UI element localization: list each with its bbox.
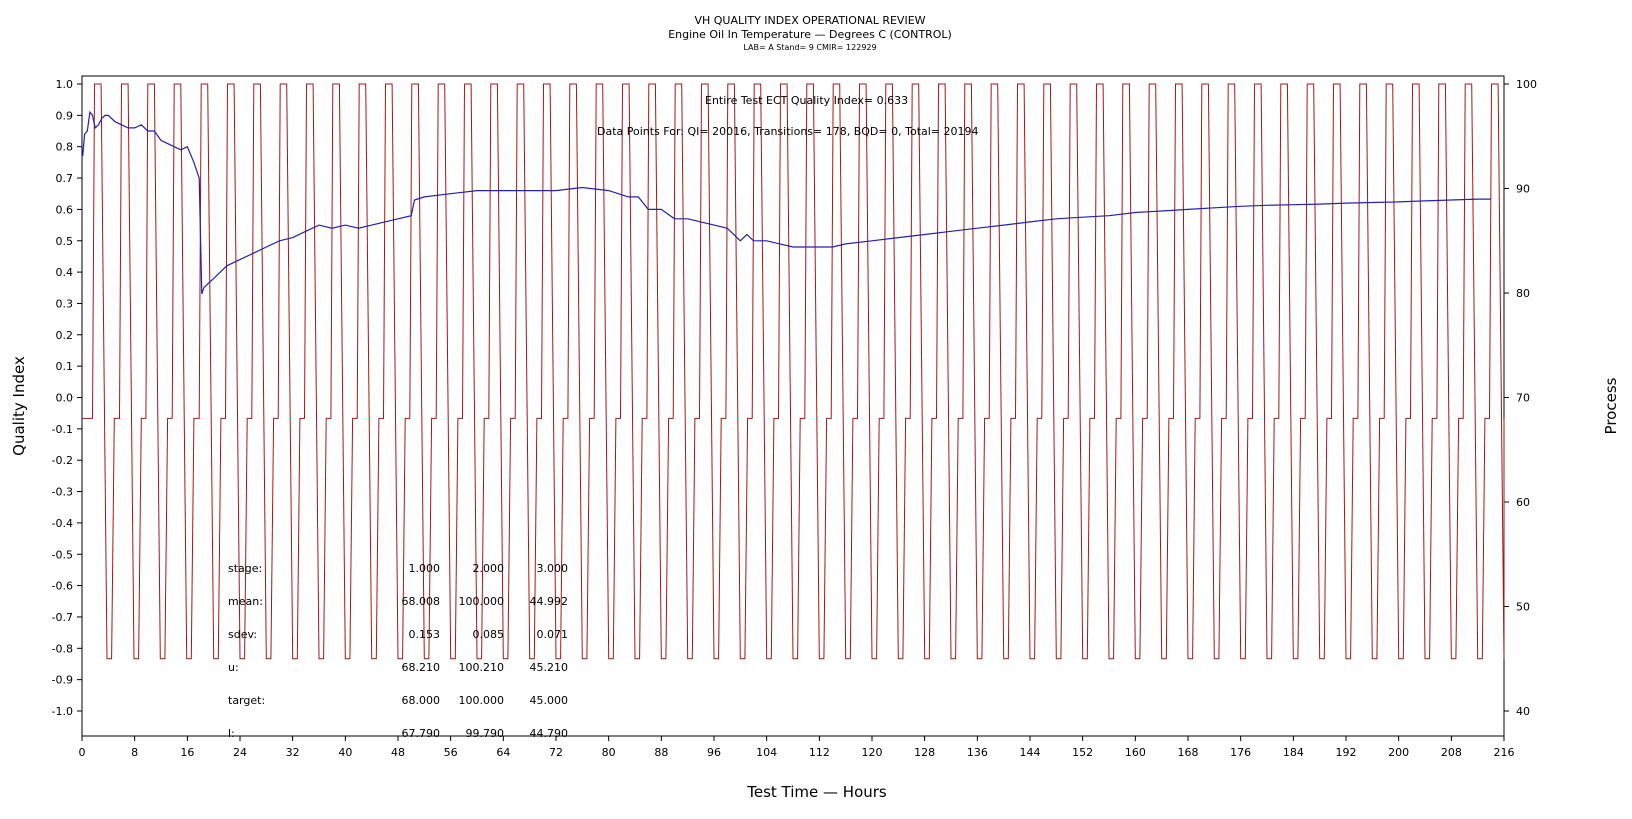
x-tick-label: 88	[654, 746, 668, 759]
y2-tick-label: 100	[1516, 78, 1537, 91]
y-tick-label: -0.5	[52, 548, 73, 561]
y-tick-label: -1.0	[52, 705, 73, 718]
x-tick-label: 16	[180, 746, 194, 759]
right-axis: 100 90 80 70 60 50 40	[1504, 78, 1537, 718]
y2-tick-label: 40	[1516, 705, 1530, 718]
y-tick-label: 1.0	[56, 78, 74, 91]
stats-value: 68.000	[402, 694, 441, 707]
x-tick-label: 112	[809, 746, 830, 759]
y-tick-label: -0.1	[52, 423, 73, 436]
bottom-axis: 0 8 16 24 32 40 48 56 64 72 80 88 96 104 112 120 128 136 1…	[79, 736, 1515, 759]
stats-value: 1.000	[409, 562, 441, 575]
x-tick-label: 96	[707, 746, 721, 759]
y-tick-label: 0.0	[56, 392, 74, 405]
quality-index-series	[82, 110, 1491, 295]
y2-tick-label: 60	[1516, 496, 1530, 509]
stats-value: 68.008	[402, 595, 441, 608]
stats-value: 0.085	[473, 628, 505, 641]
y2-tick-label: 90	[1516, 183, 1530, 196]
y-tick-label: -0.7	[52, 611, 73, 624]
y-tick-label: 0.8	[56, 141, 74, 154]
x-tick-label: 192	[1336, 746, 1357, 759]
stats-value: 100.000	[459, 595, 505, 608]
y2-tick-label: 70	[1516, 392, 1530, 405]
x-tick-label: 8	[131, 746, 138, 759]
stats-value: 44.790	[530, 727, 569, 740]
y-tick-label: -0.3	[52, 486, 73, 499]
annotation-data-points: Data Points For: QI= 20016, Transitions=…	[597, 125, 979, 138]
y2-axis-label: Process	[1602, 377, 1620, 434]
x-tick-label: 152	[1072, 746, 1093, 759]
stats-label: u:	[228, 661, 239, 674]
x-axis-label: Test Time — Hours	[746, 783, 887, 801]
x-tick-label: 168	[1178, 746, 1199, 759]
chart-subtitle-2: LAB= A Stand= 9 CMIR= 122929	[743, 43, 876, 52]
x-tick-label: 144	[1020, 746, 1041, 759]
x-tick-label: 184	[1283, 746, 1304, 759]
x-tick-label: 216	[1494, 746, 1515, 759]
stats-value: 0.153	[409, 628, 441, 641]
y-tick-label: -0.4	[52, 517, 73, 530]
y-tick-label: -0.9	[52, 674, 73, 687]
chart-subtitle: Engine Oil In Temperature — Degrees C (C…	[668, 28, 952, 41]
x-tick-label: 0	[79, 746, 86, 759]
y-tick-label: 0.9	[56, 109, 74, 122]
process-line	[82, 83, 1505, 660]
stats-value: 44.992	[530, 595, 569, 608]
stats-value: 45.210	[530, 661, 569, 674]
y-tick-label: -0.8	[52, 642, 73, 655]
stats-value: 100.000	[459, 694, 505, 707]
y2-tick-label: 50	[1516, 601, 1530, 614]
x-tick-label: 56	[444, 746, 458, 759]
x-tick-label: 128	[914, 746, 935, 759]
stats-value: 3.000	[537, 562, 569, 575]
stats-value: 68.210	[402, 661, 441, 674]
x-tick-label: 160	[1125, 746, 1146, 759]
x-tick-label: 176	[1230, 746, 1251, 759]
y2-tick-label: 80	[1516, 287, 1530, 300]
x-tick-label: 24	[233, 746, 247, 759]
y-tick-label: 0.1	[56, 360, 74, 373]
stats-value: 45.000	[530, 694, 569, 707]
x-tick-label: 200	[1388, 746, 1409, 759]
stats-label: l:	[228, 727, 235, 740]
y-tick-label: -0.2	[52, 454, 73, 467]
stats-value: 2.000	[473, 562, 505, 575]
quality-index-line	[82, 110, 1491, 295]
y-tick-label: 0.7	[56, 172, 74, 185]
chart-title: VH QUALITY INDEX OPERATIONAL REVIEW	[694, 14, 925, 27]
stats-label: target:	[228, 694, 265, 707]
stats-label: stage:	[228, 562, 262, 575]
process-series	[82, 83, 1505, 660]
x-tick-label: 208	[1441, 746, 1462, 759]
x-tick-label: 80	[602, 746, 616, 759]
x-tick-label: 64	[496, 746, 510, 759]
y-tick-label: -0.6	[52, 580, 73, 593]
stats-label: sdev:	[228, 628, 257, 641]
y-axis-label: Quality Index	[10, 356, 28, 456]
left-axis: 1.0 0.9 0.8 0.7 0.6 0.5 0.4 0.3 0.2 0.1 0.0 -0.1 -0.…	[52, 78, 82, 718]
y-tick-label: 0.3	[56, 297, 74, 310]
stats-value: 67.790	[402, 727, 441, 740]
plot-area	[81, 75, 1505, 737]
x-tick-label: 72	[549, 746, 563, 759]
stats-value: 99.790	[466, 727, 505, 740]
y-tick-label: 0.4	[56, 266, 74, 279]
x-tick-label: 48	[391, 746, 405, 759]
x-tick-label: 136	[967, 746, 988, 759]
stats-table: stage: 1.000 2.000 3.000 mean: 68.008 100.000 4…	[228, 562, 568, 740]
stats-value: 100.210	[459, 661, 505, 674]
y-tick-label: 0.2	[56, 329, 74, 342]
x-tick-label: 120	[862, 746, 883, 759]
annotation-quality-index: Entire Test ECT Quality Index= 0.633	[705, 94, 908, 107]
x-tick-label: 104	[756, 746, 777, 759]
y-tick-label: 0.6	[56, 203, 74, 216]
y-tick-label: 0.5	[56, 235, 74, 248]
stats-label: mean:	[228, 595, 263, 608]
x-tick-label: 40	[338, 746, 352, 759]
stats-value: 0.071	[537, 628, 569, 641]
x-tick-label: 32	[286, 746, 300, 759]
